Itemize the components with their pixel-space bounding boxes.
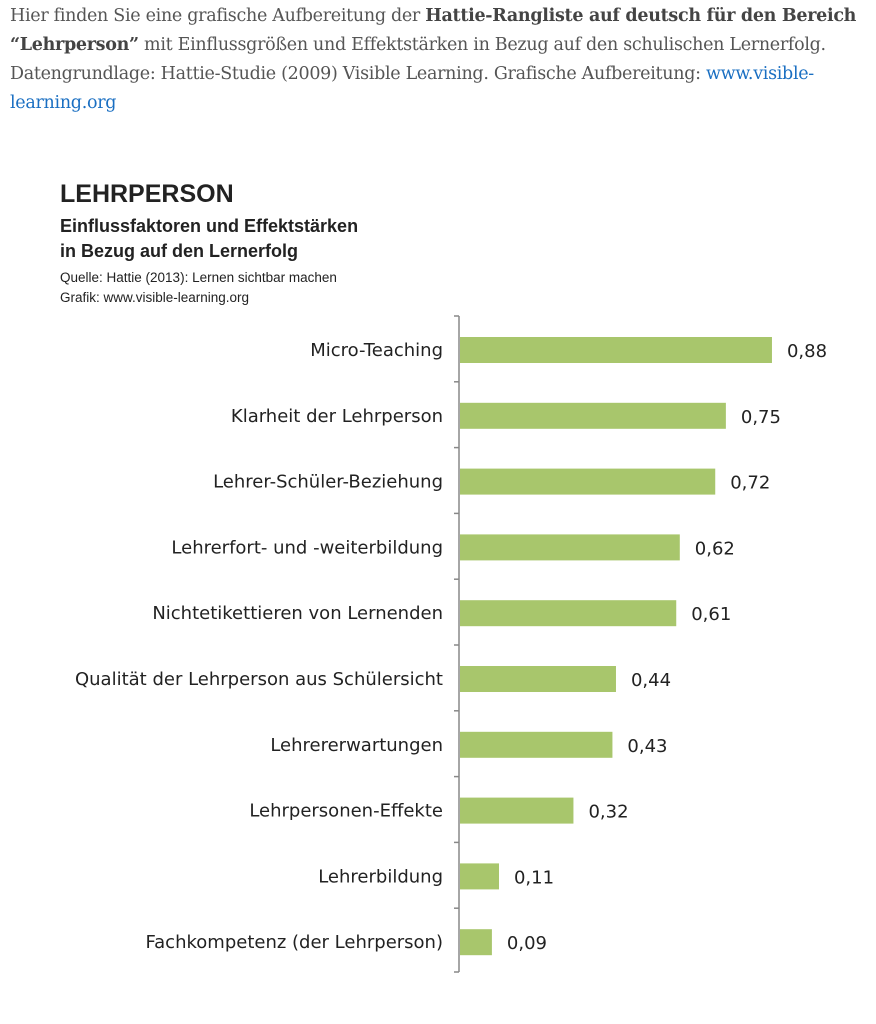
value-label: 0,62: [695, 538, 735, 559]
chart-subtitle-1: Einflussfaktoren und Effektstärken: [60, 216, 358, 236]
bar: [460, 666, 616, 692]
visible-learning-link[interactable]: www.visible-learning.org: [10, 64, 814, 113]
category-label: Klarheit der Lehrperson: [231, 406, 443, 427]
value-label: 0,61: [691, 604, 731, 625]
bar: [460, 863, 499, 890]
value-label: 0,88: [787, 341, 827, 362]
bar: [460, 402, 726, 429]
value-label: 0,72: [730, 473, 770, 494]
chart-credit: Grafik: www.visible-learning.org: [60, 290, 249, 305]
value-label: 0,09: [507, 933, 547, 954]
value-label: 0,75: [741, 407, 781, 428]
bar: [460, 337, 772, 363]
intro-text: Hier finden Sie eine grafische Aufbereit…: [10, 6, 426, 26]
category-label: Lehrer-Schüler-Beziehung: [213, 472, 443, 493]
intro-bold-text: Hattie-Rangliste auf deutsch für den Ber…: [10, 6, 857, 55]
category-label: Lehrpersonen-Effekte: [249, 801, 443, 822]
category-label: Fachkompetenz (der Lehrperson): [145, 932, 443, 953]
intro-text-2: mit Einflussgrößen und Effektstärken in …: [10, 35, 826, 84]
bar: [460, 731, 613, 758]
category-label: Nichtetikettieren von Lernenden: [152, 603, 443, 624]
bar: [460, 534, 680, 561]
value-label: 0,43: [627, 736, 667, 757]
category-label: Qualität der Lehrperson aus Schülersicht: [75, 669, 443, 690]
chart-subtitle-2: in Bezug auf den Lernerfolg: [60, 241, 298, 261]
category-label: Lehrerfort- und -weiterbildung: [171, 537, 443, 558]
bar: [460, 600, 677, 627]
value-label: 0,32: [588, 802, 628, 823]
value-label: 0,11: [514, 867, 554, 888]
bar: [460, 468, 716, 495]
category-label: Lehrererwartungen: [270, 735, 443, 756]
bar: [460, 797, 574, 824]
value-label: 0,44: [631, 670, 671, 691]
chart-title: LEHRPERSON: [60, 180, 234, 208]
category-label: Micro-Teaching: [310, 340, 443, 361]
category-label: Lehrerbildung: [318, 866, 443, 887]
chart-source: Quelle: Hattie (2013): Lernen sichtbar m…: [60, 270, 337, 285]
intro-paragraph: Hier finden Sie eine grafische Aufbereit…: [10, 2, 870, 118]
bar: [460, 929, 492, 956]
